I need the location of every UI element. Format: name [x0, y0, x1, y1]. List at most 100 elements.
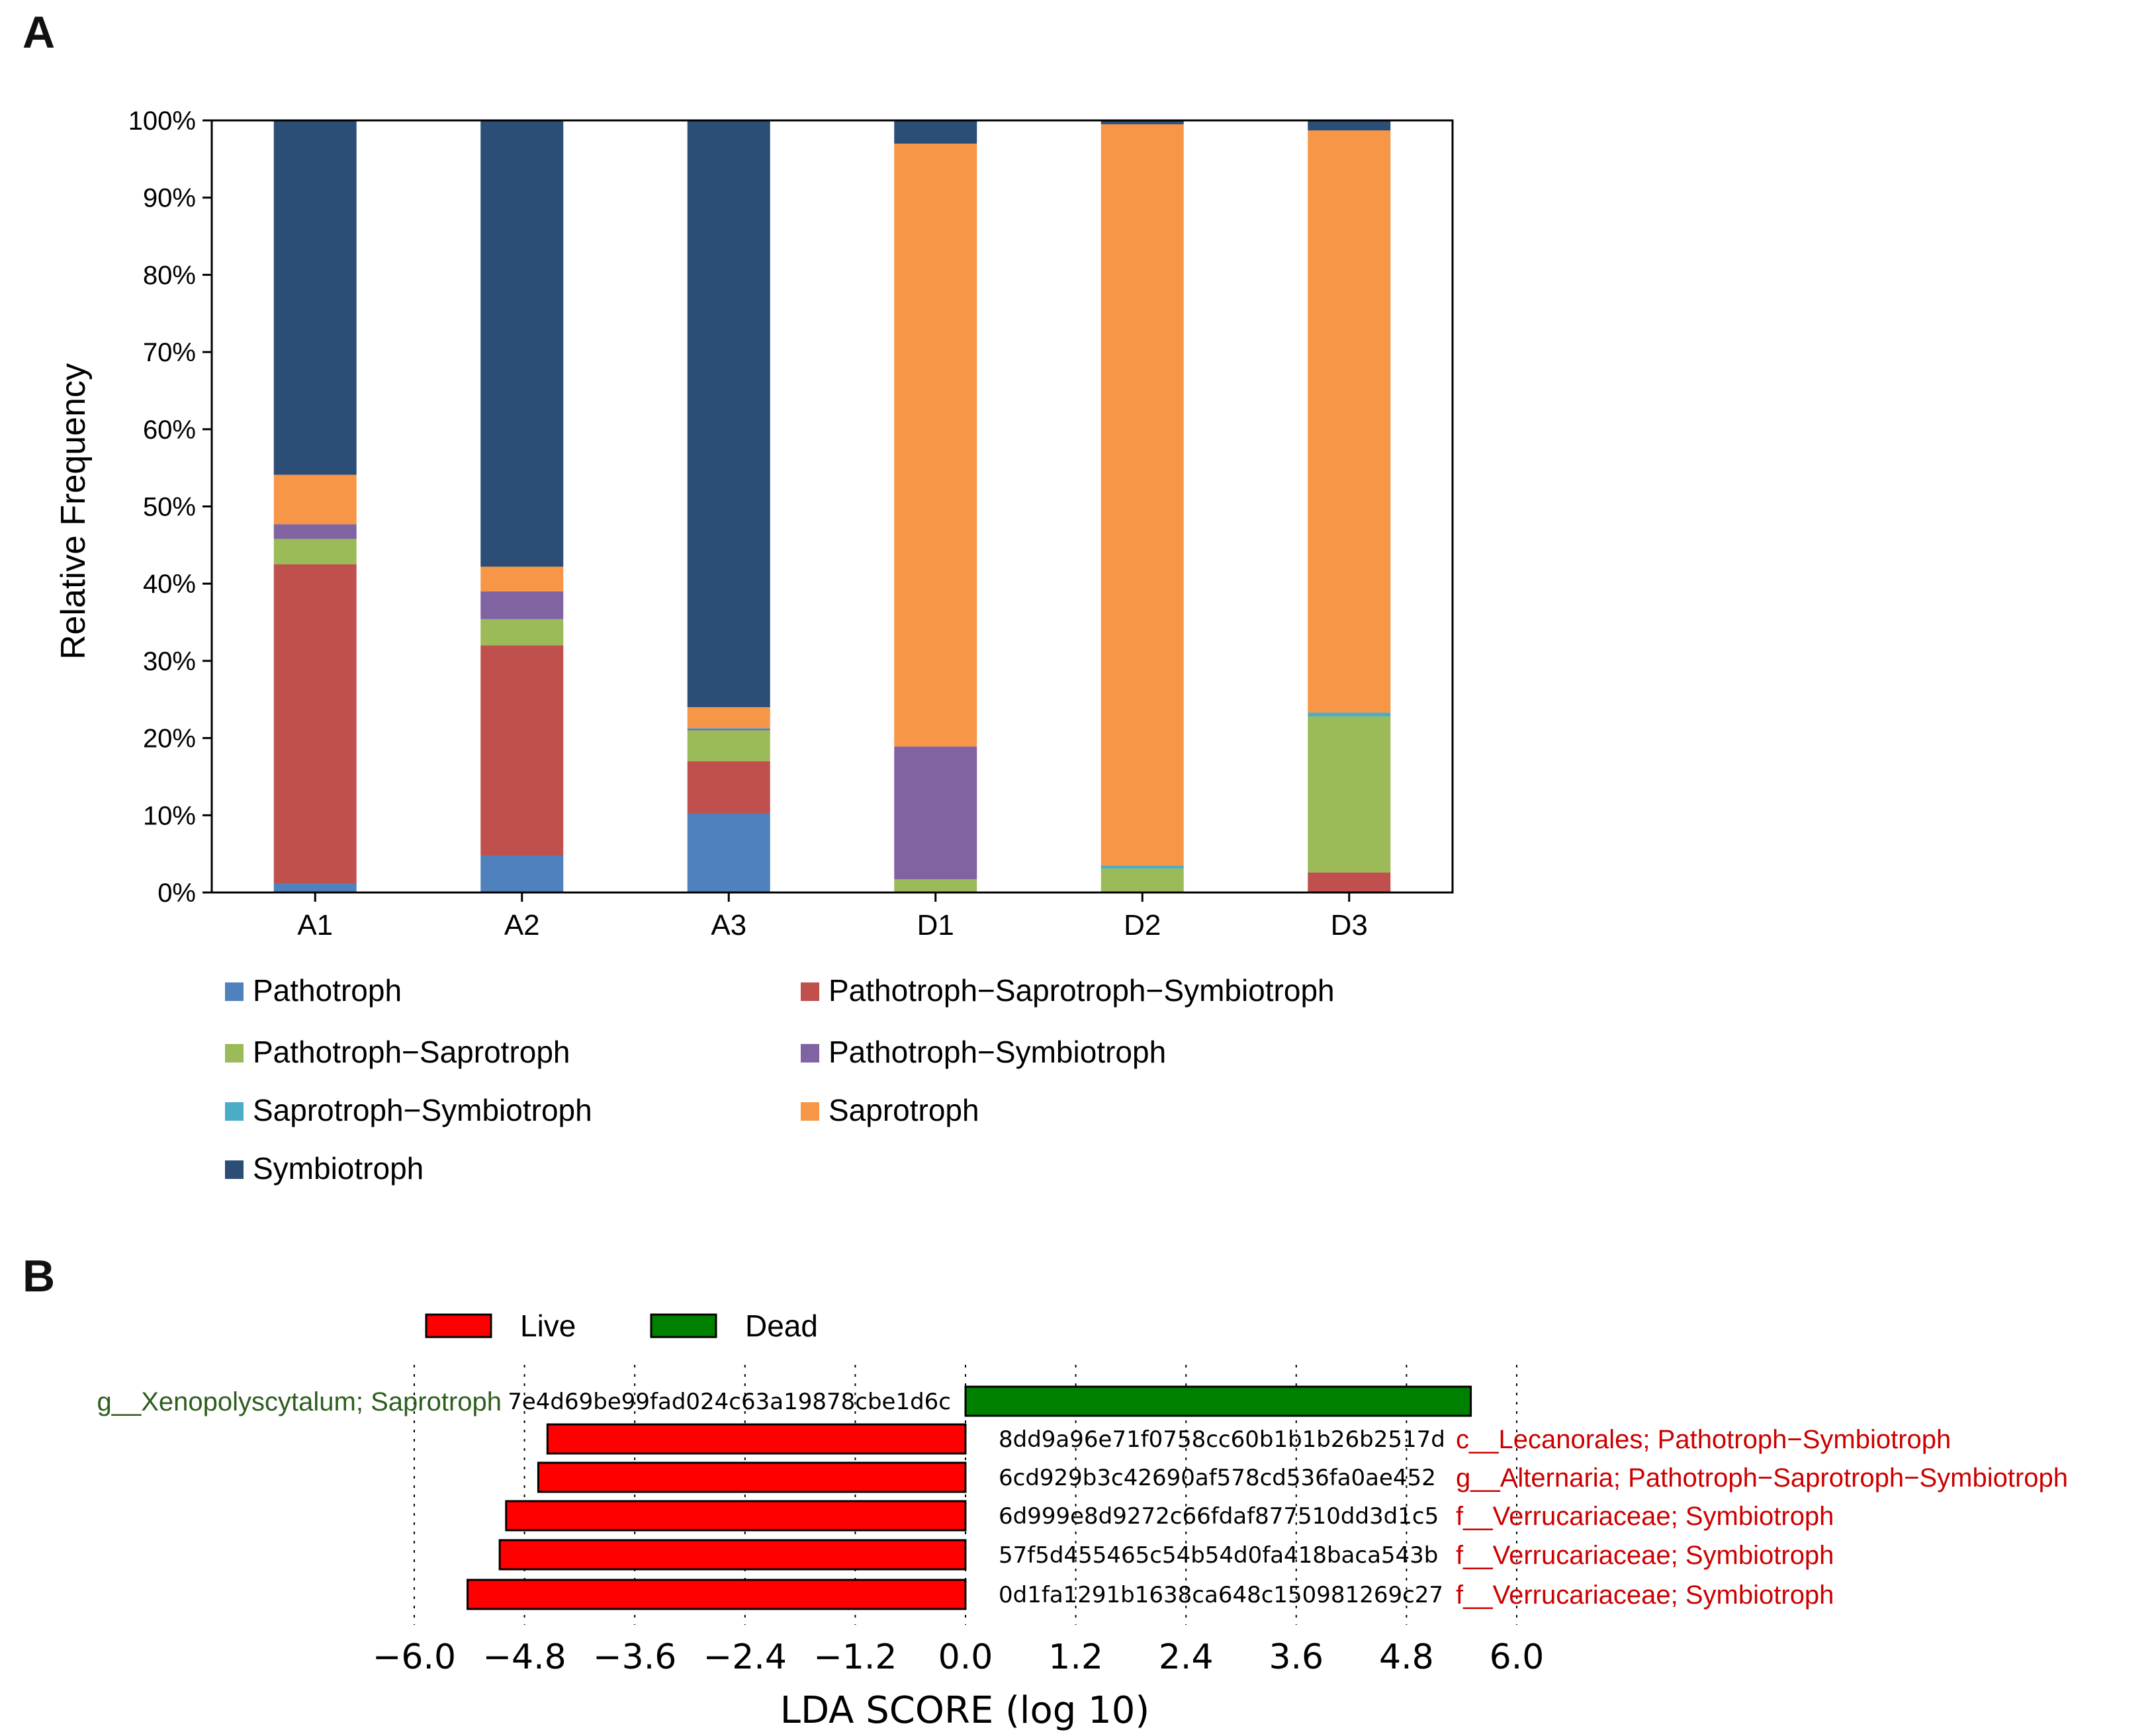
y-tick-label: 20% — [143, 724, 196, 754]
y-tick-label: 30% — [143, 647, 196, 676]
bar-segment — [1308, 872, 1391, 892]
x-tick-label: 3.6 — [1269, 1637, 1324, 1677]
bar-segment — [1100, 120, 1184, 124]
feature-label: f__Verrucariaceae; Symbiotroph — [1456, 1541, 1834, 1570]
bar-segment — [1100, 868, 1184, 892]
lda-bar — [537, 1461, 967, 1493]
bar-segment — [1308, 130, 1391, 713]
bar-segment — [480, 120, 564, 567]
legend-swatch — [650, 1313, 717, 1338]
legend: Pathotroph Pathotroph−Saprotroph−Symbiotr… — [225, 973, 1335, 1186]
x-tick-label: 4.8 — [1379, 1637, 1434, 1677]
x-tick-label: D2 — [1124, 909, 1161, 941]
y-axis-label: Relative Frequency — [54, 363, 93, 660]
legend-label: Saprotroph−Symbiotroph — [253, 1093, 592, 1127]
bar-segment — [894, 120, 977, 144]
legend-label: Pathotroph — [253, 973, 402, 1008]
legend-label: Live — [520, 1309, 576, 1343]
legend-label: Pathotroph−Symbiotroph — [829, 1035, 1166, 1069]
bar-segment — [1308, 716, 1391, 873]
bar-segment — [480, 619, 564, 646]
feature-id: 7e4d69be99fad024c63a19878cbe1d6c — [508, 1389, 951, 1415]
x-tick-label: −6.0 — [373, 1637, 456, 1677]
bar-segment — [480, 855, 564, 892]
bar-segment — [480, 591, 564, 619]
y-tick-label: 100% — [128, 107, 196, 136]
feature-label: g__Alternaria; Pathotroph−Saprotroph−Sym… — [1456, 1463, 2068, 1493]
x-tick-label: D3 — [1331, 909, 1368, 941]
bar-segment — [273, 883, 357, 892]
feature-id: 0d1fa1291b1638ca648c150981269c27 — [999, 1582, 1443, 1608]
lda-chart: LDA SCORE (log 10) −6.0 −4.8 −3.6 −2.4 −1.2 0… — [97, 1365, 2068, 1732]
lda-bar — [467, 1579, 967, 1610]
x-tick-label: A2 — [504, 909, 540, 941]
legend-label: Saprotroph — [829, 1093, 979, 1127]
bar-segment — [687, 761, 770, 814]
feature-label: g__Xenopolyscytalum; Saprotroph — [97, 1387, 502, 1416]
bar-segment — [894, 144, 977, 747]
feature-label: f__Verrucariaceae; Symbiotroph — [1456, 1581, 1834, 1610]
plot-frame — [210, 119, 1454, 894]
legend-swatch — [225, 1160, 244, 1179]
bar-segment — [687, 120, 770, 707]
bar-segment — [687, 730, 770, 761]
legend-label: Pathotroph−Saprotroph — [253, 1035, 570, 1069]
x-tick-label: A3 — [711, 909, 746, 941]
lda-bar — [964, 1385, 1472, 1417]
bar-segment — [894, 879, 977, 892]
x-axis-label: LDA SCORE (log 10) — [780, 1689, 1149, 1732]
legend-swatch — [225, 1044, 244, 1063]
y-tick-label: 70% — [143, 338, 196, 367]
legend-label: Symbiotroph — [253, 1151, 424, 1186]
x-tick-label: A1 — [297, 909, 333, 941]
bar-segment — [273, 524, 357, 539]
bar-segment — [480, 645, 564, 855]
y-tick-label: 80% — [143, 261, 196, 290]
feature-label: f__Verrucariaceae; Symbiotroph — [1456, 1502, 1834, 1531]
y-tick-label: 0% — [157, 879, 196, 908]
x-tick-label: −1.2 — [813, 1637, 897, 1677]
x-tick-label: 1.2 — [1048, 1637, 1103, 1677]
y-tick-label: 50% — [143, 493, 196, 522]
bar-segment — [687, 707, 770, 728]
feature-id: 57f5d455465c54b54d0fa418baca543b — [999, 1542, 1438, 1569]
x-tick-label: D1 — [917, 909, 954, 941]
legend-swatch — [801, 1044, 819, 1063]
lda-bar — [505, 1500, 967, 1532]
y-tick-label: 40% — [143, 570, 196, 599]
legend-swatch — [225, 982, 244, 1001]
bar-segment — [687, 728, 770, 730]
lda-legend: Live Dead — [425, 1309, 818, 1343]
bar-segment — [273, 564, 357, 883]
bar-segment — [687, 813, 770, 892]
y-tick-label: 10% — [143, 801, 196, 830]
bar-segment — [1308, 120, 1391, 131]
feature-id: 6cd929b3c42690af578cd536fa0ae452 — [999, 1465, 1436, 1491]
stacked-bar-chart: Relative Frequency 0% 10% 20% 30% 40% 50% 60% 7… — [54, 107, 1454, 941]
y-tick-label: 60% — [143, 415, 196, 445]
x-tick-label: 6.0 — [1490, 1637, 1545, 1677]
bar-segment — [1100, 865, 1184, 869]
feature-label: c__Lecanorales; Pathotroph−Symbiotroph — [1456, 1425, 1951, 1454]
legend-swatch — [801, 1102, 819, 1121]
bar-segment — [1100, 124, 1184, 866]
legend-label: Dead — [745, 1309, 818, 1343]
legend-swatch — [801, 982, 819, 1001]
bar-segment — [1308, 713, 1391, 716]
x-tick-label: 2.4 — [1159, 1637, 1214, 1677]
lda-bar — [498, 1539, 967, 1571]
legend-swatch — [425, 1313, 492, 1338]
panel-label-b: B — [22, 1251, 55, 1301]
bar-segment — [273, 120, 357, 475]
legend-label: Pathotroph−Saprotroph−Symbiotroph — [829, 973, 1335, 1008]
panel-label-a: A — [22, 7, 55, 58]
x-tick-label: −4.8 — [482, 1637, 566, 1677]
x-tick-label: −2.4 — [703, 1637, 787, 1677]
bar-segment — [480, 566, 564, 591]
feature-id: 6d999e8d9272c66fdaf877510dd3d1c5 — [999, 1503, 1439, 1530]
legend-swatch — [225, 1102, 244, 1121]
y-tick-label: 90% — [143, 184, 196, 213]
bar-segment — [273, 474, 357, 525]
x-tick-label: −3.6 — [593, 1637, 676, 1677]
